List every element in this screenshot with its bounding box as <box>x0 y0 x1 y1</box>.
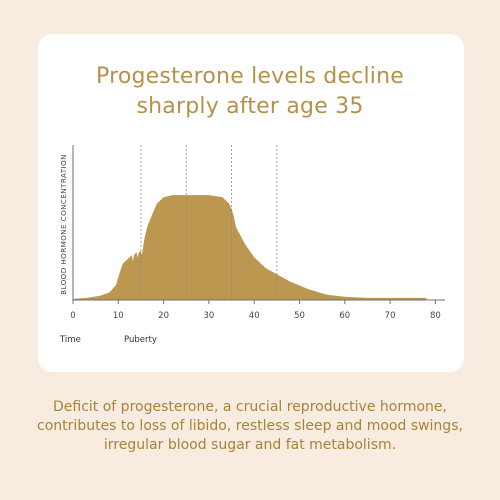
caption-line-2: contributes to loss of libido, restless … <box>37 418 463 434</box>
x-tick-label-50: 50 <box>294 311 305 321</box>
x-tick-label-0: 0 <box>70 311 75 321</box>
chart-title-line-1: Progesterone levels decline <box>96 64 404 89</box>
caption-line-1: Deficit of progesterone, a crucial repro… <box>53 399 447 415</box>
y-axis-label: BLOOD HORMONE CONCENTRATION <box>59 154 68 295</box>
x-axis-label: Time <box>59 335 81 345</box>
x-tick-label-10: 10 <box>113 311 124 321</box>
chart-card <box>38 34 464 372</box>
puberty-annotation: Puberty <box>124 335 157 345</box>
x-tick-label-20: 20 <box>158 311 169 321</box>
x-tick-label-60: 60 <box>339 311 350 321</box>
caption-line-3: irregular blood sugar and fat metabolism… <box>103 437 397 453</box>
x-tick-label-40: 40 <box>249 311 260 321</box>
x-tick-label-70: 70 <box>385 311 396 321</box>
chart-title: Progesterone levels decline sharply afte… <box>0 62 500 122</box>
chart-title-line-2: sharply after age 35 <box>136 94 364 119</box>
x-tick-label-80: 80 <box>430 311 441 321</box>
area-series-hormone <box>73 195 427 300</box>
caption: Deficit of progesterone, a crucial repro… <box>0 398 500 455</box>
x-tick-label-30: 30 <box>203 311 214 321</box>
